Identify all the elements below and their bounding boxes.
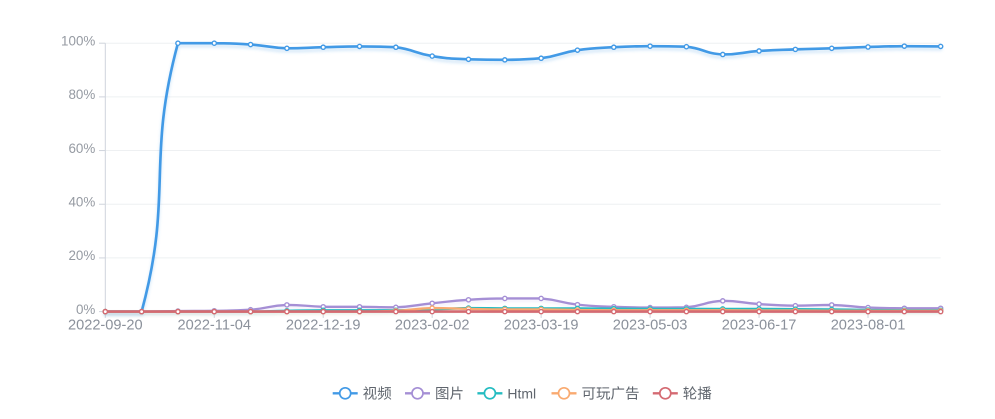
svg-text:2023-08-01: 2023-08-01	[831, 318, 906, 334]
svg-text:80%: 80%	[68, 87, 95, 102]
svg-text:40%: 40%	[68, 195, 95, 210]
svg-text:0%: 0%	[76, 302, 95, 317]
svg-text:2022-09-20: 2022-09-20	[68, 318, 143, 334]
svg-text:60%: 60%	[68, 141, 95, 156]
svg-text:2022-12-19: 2022-12-19	[286, 318, 361, 334]
svg-text:Html: Html	[507, 385, 536, 401]
svg-text:2023-06-17: 2023-06-17	[722, 318, 797, 334]
svg-text:2023-03-19: 2023-03-19	[504, 318, 579, 334]
svg-text:100%: 100%	[61, 34, 95, 49]
svg-text:2023-05-03: 2023-05-03	[613, 318, 688, 334]
svg-text:20%: 20%	[68, 248, 95, 263]
svg-text:2023-02-02: 2023-02-02	[395, 318, 470, 334]
svg-text:2022-11-04: 2022-11-04	[177, 318, 251, 334]
